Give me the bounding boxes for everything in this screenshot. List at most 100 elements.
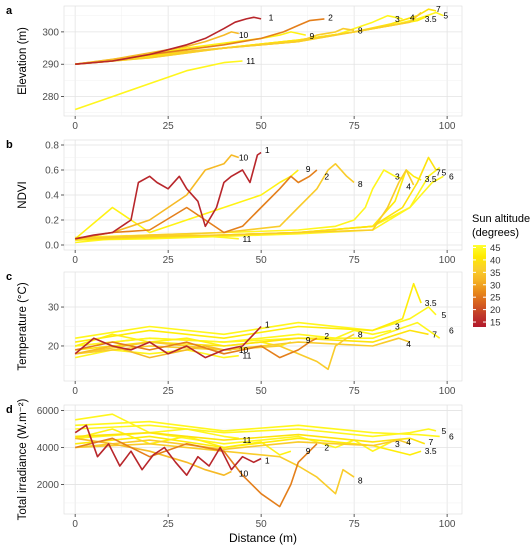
- series-label: 3.5: [425, 14, 437, 24]
- series-group: [74, 8, 444, 111]
- x-tick-label: 0: [72, 386, 78, 397]
- series-label: 1: [265, 320, 270, 330]
- series-label: 3: [395, 322, 400, 332]
- series-label: 7: [432, 329, 437, 339]
- y-tick-label: 0.2: [45, 216, 59, 227]
- series-label: 7: [429, 437, 434, 447]
- y-axis-title: NDVI: [17, 181, 29, 208]
- x-tick-label: 50: [256, 255, 268, 266]
- series-line-10: [75, 31, 239, 65]
- legend-title-line2: (degrees): [472, 227, 519, 239]
- x-tick-label: 50: [256, 519, 268, 530]
- series-line-2: [75, 337, 318, 359]
- panel-letter: a: [6, 5, 13, 17]
- series-label: 11: [243, 351, 252, 361]
- series-label: 1: [265, 455, 270, 465]
- legend-tick-label: 40: [490, 255, 501, 266]
- series-line-4: [75, 11, 422, 65]
- x-tick-label: 75: [349, 519, 361, 530]
- series-label: 5: [442, 310, 447, 320]
- y-tick-label: 280: [42, 92, 59, 103]
- series-label: 2: [328, 12, 333, 22]
- series-label: 8: [358, 179, 363, 189]
- y-tick-label: 4000: [37, 443, 60, 454]
- x-tick-label: 50: [256, 386, 268, 397]
- series-line-4: [75, 169, 415, 240]
- y-tick-label: 6000: [37, 406, 60, 417]
- x-tick-label: 25: [163, 255, 175, 266]
- series-label: 4: [406, 339, 411, 349]
- series-label: 11: [243, 234, 252, 244]
- panel-letter: d: [6, 404, 13, 416]
- legend-colorbar: [473, 245, 486, 327]
- x-tick-label: 75: [349, 121, 361, 132]
- series-line-4: [75, 439, 411, 451]
- series-label: 5: [442, 426, 447, 436]
- series-line-2: [75, 437, 318, 508]
- series-line-10: [75, 437, 232, 476]
- series-line-8: [75, 443, 355, 495]
- series-label: 10: [239, 345, 249, 355]
- legend-tick-label: 25: [490, 293, 501, 304]
- series-label: 6: [449, 325, 454, 335]
- series-label: 6: [449, 431, 454, 441]
- series-label: 3.5: [425, 174, 437, 184]
- series-label: 4: [406, 437, 411, 447]
- series-line-11: [74, 60, 243, 111]
- y-tick-label: 20: [48, 341, 60, 352]
- series-label: 2: [324, 171, 329, 181]
- series-label: 8: [358, 329, 363, 339]
- series-line-1: [74, 424, 262, 476]
- y-axis-title: Total irradiance (W.m⁻²): [17, 398, 29, 520]
- series-line-5: [75, 306, 437, 339]
- x-tick-label: 100: [439, 121, 456, 132]
- series-label: 10: [239, 30, 249, 40]
- y-axis-title: Temperature (°C): [17, 282, 29, 370]
- legend-tick-label: 15: [490, 318, 501, 329]
- series-label: 1: [269, 12, 274, 22]
- series-line-3.5: [75, 435, 422, 456]
- series-label: 9: [309, 31, 314, 41]
- series-group: [74, 413, 440, 508]
- y-tick-label: 0.6: [45, 166, 59, 177]
- series-label: 4: [406, 181, 411, 191]
- series-group: [74, 282, 441, 371]
- series-label: 3.5: [425, 298, 437, 308]
- series-line-1: [75, 151, 262, 240]
- series-label: 7: [436, 4, 441, 14]
- y-tick-label: 0.4: [45, 191, 59, 202]
- x-tick-label: 75: [349, 255, 361, 266]
- x-tick-label: 100: [439, 519, 456, 530]
- series-label: 2: [324, 331, 329, 341]
- x-tick-label: 0: [72, 121, 78, 132]
- series-line-5: [75, 424, 437, 438]
- series-label: 3: [395, 14, 400, 24]
- y-tick-label: 30: [48, 303, 60, 314]
- plot-area: [63, 404, 463, 515]
- series-line-1: [74, 325, 262, 359]
- series-line-10: [75, 154, 240, 240]
- series-label: 4: [410, 12, 415, 22]
- series-line-6: [75, 420, 440, 438]
- series-label: 6: [449, 171, 454, 181]
- series-label: 3.5: [425, 446, 437, 456]
- x-axis-title: Distance (m): [229, 531, 297, 545]
- y-tick-label: 0.8: [45, 141, 59, 152]
- series-line-8: [75, 163, 355, 240]
- panel-letter: c: [6, 271, 12, 283]
- series-label: 5: [443, 11, 448, 21]
- panel-letter: b: [6, 139, 13, 151]
- x-tick-label: 25: [163, 121, 175, 132]
- series-line-1: [75, 16, 262, 65]
- series-line-9: [74, 169, 299, 240]
- x-tick-label: 100: [439, 386, 456, 397]
- series-label: 9: [306, 446, 311, 456]
- y-tick-label: 0.0: [45, 241, 59, 252]
- series-line-3.5: [75, 282, 422, 343]
- series-label: 5: [442, 168, 447, 178]
- x-tick-label: 25: [163, 519, 175, 530]
- series-label: 7: [436, 168, 441, 178]
